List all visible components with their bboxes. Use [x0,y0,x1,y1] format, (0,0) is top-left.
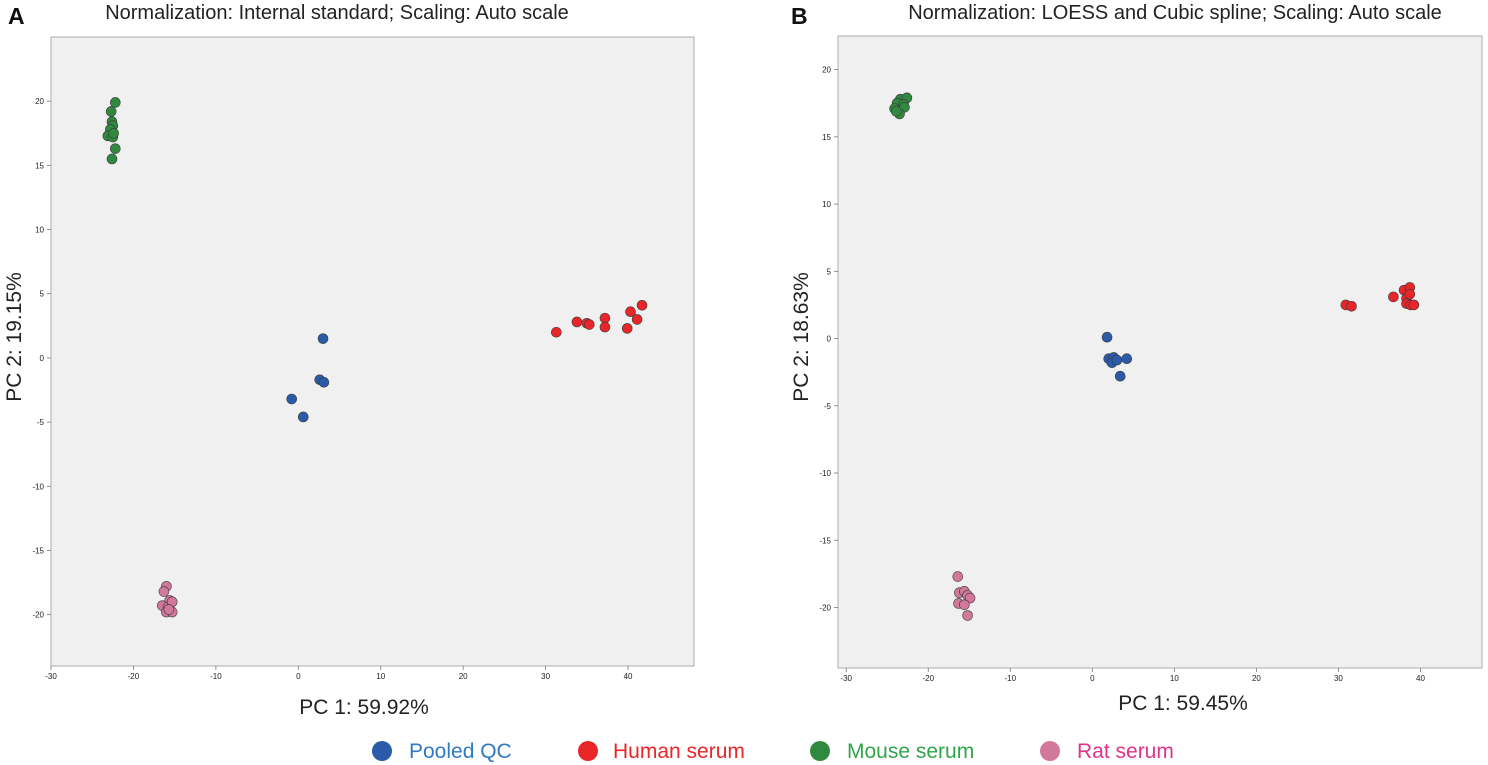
panel-a-point-pooled-qc [317,333,329,344]
panel-b-title: Normalization: LOESS and Cubic spline; S… [908,2,1442,24]
panel-b-y-tick-label: -20 [819,603,831,612]
panel-a-y-tick-label: 10 [35,226,44,235]
panel-a-point-human-serum [599,321,611,333]
panel-b-x-tick-label: 30 [1334,674,1343,683]
panel-b: B Normalization: LOESS and Cubic spline;… [790,2,1483,715]
panel-b-x-tick-label: -10 [1004,674,1016,683]
panel-a-point-rat-serum [158,586,170,597]
panel-a-point-human-serum [625,306,636,318]
panel-b-x-tick-label: -20 [922,674,934,683]
panel-a-y-tick-label: -5 [37,418,45,427]
panel-b-point-human-serum [1404,288,1416,300]
legend-marker-rat-serum [1040,741,1060,761]
panel-b-point-pooled-qc [1121,353,1133,365]
panel-a-point-human-serum [599,312,611,324]
panel-a-plot-area [50,36,695,667]
panel-b-x-tick-label: 0 [1090,674,1095,683]
legend-label-mouse-serum: Mouse serum [847,740,974,763]
panel-b-x-tick-label: 40 [1416,674,1425,683]
panel-b-y-tick-label: -5 [824,402,832,411]
legend-label-pooled-qc: Pooled QC [409,740,512,763]
panel-b-point-pooled-qc [1111,354,1123,366]
panel-a-x-tick-label: -10 [210,672,222,681]
panel-b-y-tick-label: 20 [822,66,831,75]
panel-b-y-tick-label: 5 [827,267,832,276]
panel-a-x-tick-label: -20 [128,672,140,681]
panel-a-x-ticks: -30 -20 -10 0 10 20 30 40 [45,666,633,681]
panel-a-y-tick-label: -15 [32,546,44,555]
panel-a-point-human-serum [584,319,595,330]
legend-label-human-serum: Human serum [613,740,745,763]
panel-b-y-ticks: -20 -15 -10 -5 0 5 10 15 20 [819,66,838,612]
panel-b-letter: B [791,3,808,29]
panel-a-x-tick-label: 0 [296,672,301,681]
panel-b-points [889,92,1420,621]
panel-b-plot-area [837,35,1483,669]
panel-b-point-rat-serum [952,571,964,582]
panel-a-point-human-serum [621,323,633,334]
panel-b-point-human-serum [1388,291,1399,303]
panel-b-x-tick-label: 20 [1252,674,1261,683]
legend-item-rat-serum: Rat serum [1040,740,1174,763]
legend-marker-pooled-qc [372,741,392,761]
panel-b-x-ticks: -30 -20 -10 0 10 20 30 40 [840,668,1425,683]
panel-b-point-pooled-qc [1101,331,1113,343]
panel-b-point-rat-serum [959,599,970,611]
panel-a-title: Normalization: Internal standard; Scalin… [105,2,569,24]
panel-a-point-human-serum [571,316,583,328]
panel-b-y-tick-label: 10 [822,200,831,209]
panel-a-point-mouse-serum [110,97,121,108]
panel-b-y-tick-label: -15 [819,536,831,545]
legend-item-human-serum: Human serum [578,740,745,763]
panel-a-point-human-serum [551,326,562,338]
legend-marker-human-serum [578,741,598,761]
legend-item-mouse-serum: Mouse serum [810,740,974,763]
panel-a-point-pooled-qc [297,411,309,423]
panel-a-point-rat-serum [163,604,175,615]
panel-a-x-tick-label: 30 [541,672,550,681]
panel-b-point-rat-serum [962,610,973,621]
panel-a-y-tick-label: 0 [40,354,45,363]
panel-a: A Normalization: Internal standard; Scal… [3,2,695,719]
panel-b-point-mouse-serum [890,106,902,117]
panel-a-point-mouse-serum [108,127,119,139]
panel-a-x-tick-label: -30 [45,672,57,681]
panel-a-x-tick-label: 40 [624,672,633,681]
panel-b-point-human-serum [1346,300,1357,312]
panel-b-x-tick-label: 10 [1170,674,1179,683]
panel-a-point-pooled-qc [286,393,298,405]
panel-a-points [102,97,648,618]
panel-a-y-tick-label: 5 [40,290,45,299]
panel-a-point-mouse-serum [110,143,121,154]
panel-a-y-tick-label: 15 [35,161,44,170]
panel-a-x-tick-label: 20 [459,672,468,681]
panel-b-point-rat-serum [964,592,976,604]
panel-b-x-tick-label: -30 [840,674,852,683]
panel-a-letter: A [8,3,25,29]
panel-b-y-tick-label: 15 [822,133,831,142]
panel-b-point-human-serum [1408,299,1420,311]
panel-a-point-pooled-qc [318,377,330,388]
panel-b-y-axis-label: PC 2: 18.63% [790,272,813,402]
panel-a-y-tick-label: -10 [32,482,44,491]
panel-a-x-tick-label: 10 [376,672,385,681]
panel-b-point-pooled-qc [1114,370,1126,382]
panel-b-y-tick-label: -10 [819,469,831,478]
panel-a-y-ticks: -20 -15 -10 -5 0 5 10 15 20 [32,97,51,620]
panel-a-point-human-serum [636,299,648,311]
panel-a-y-tick-label: 20 [35,97,44,106]
panel-b-x-axis-label: PC 1: 59.45% [1118,692,1248,715]
legend-label-rat-serum: Rat serum [1077,740,1174,763]
panel-a-point-human-serum [631,314,643,325]
panel-a-y-tick-label: -20 [32,611,44,620]
panel-a-y-axis-label: PC 2: 19.15% [3,272,26,402]
panel-b-y-tick-label: 0 [827,335,832,344]
legend: Pooled QC Human serum Mouse serum Rat se… [372,740,1174,763]
panel-a-point-mouse-serum [105,106,117,117]
panel-a-x-axis-label: PC 1: 59.92% [299,696,429,719]
legend-item-pooled-qc: Pooled QC [372,740,512,763]
legend-marker-mouse-serum [810,741,830,761]
panel-a-point-mouse-serum [106,153,118,165]
